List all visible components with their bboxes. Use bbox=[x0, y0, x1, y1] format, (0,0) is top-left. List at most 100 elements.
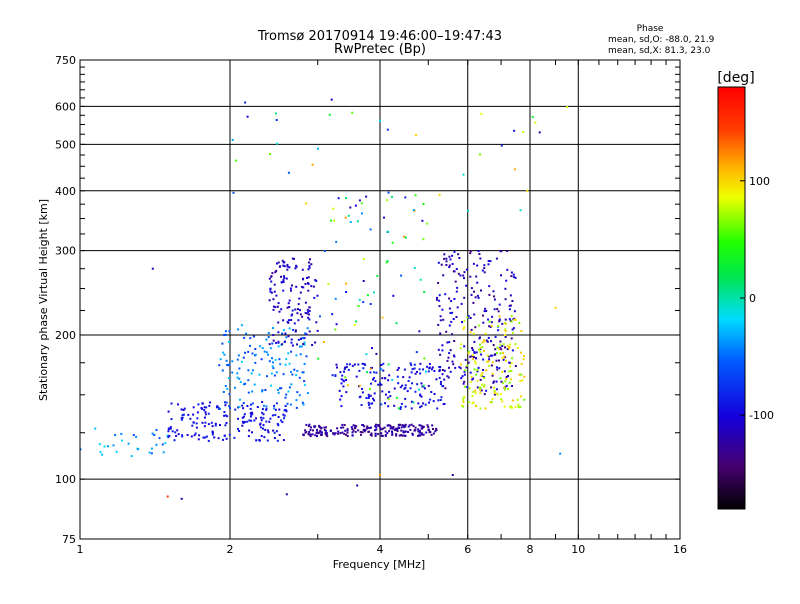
data-point bbox=[502, 382, 504, 385]
data-point bbox=[174, 431, 177, 434]
data-point bbox=[376, 274, 379, 277]
data-point bbox=[238, 430, 241, 432]
data-point bbox=[472, 301, 475, 304]
data-point bbox=[373, 392, 376, 395]
data-point bbox=[334, 375, 337, 377]
data-point bbox=[224, 414, 227, 417]
data-point bbox=[443, 369, 446, 372]
data-point bbox=[347, 368, 350, 371]
data-point bbox=[359, 431, 362, 433]
data-point bbox=[352, 424, 355, 427]
data-point bbox=[448, 307, 451, 310]
data-point bbox=[505, 378, 508, 381]
data-point bbox=[514, 276, 517, 279]
data-point bbox=[115, 450, 118, 453]
data-point bbox=[312, 429, 314, 432]
data-point bbox=[399, 386, 402, 389]
data-point bbox=[373, 371, 376, 374]
data-point bbox=[203, 409, 206, 411]
data-point bbox=[337, 430, 340, 433]
data-point bbox=[249, 415, 252, 418]
data-point bbox=[330, 219, 332, 222]
data-point bbox=[450, 320, 453, 323]
data-point bbox=[380, 368, 383, 371]
data-point bbox=[161, 443, 164, 446]
data-point bbox=[209, 401, 212, 404]
data-point bbox=[350, 426, 353, 429]
data-point bbox=[458, 257, 461, 259]
data-point bbox=[459, 347, 462, 350]
data-point bbox=[221, 342, 224, 345]
data-point bbox=[448, 264, 451, 267]
data-point bbox=[345, 433, 348, 436]
data-point bbox=[232, 191, 235, 194]
data-point bbox=[249, 407, 252, 410]
data-point bbox=[285, 410, 288, 413]
data-point bbox=[435, 429, 438, 431]
data-point bbox=[241, 424, 244, 427]
data-point bbox=[98, 443, 101, 446]
data-point bbox=[514, 405, 517, 408]
data-point bbox=[381, 377, 384, 380]
data-point bbox=[208, 404, 211, 407]
data-point bbox=[477, 250, 480, 252]
data-point bbox=[281, 343, 284, 346]
data-point bbox=[181, 414, 184, 417]
data-point bbox=[449, 312, 452, 314]
data-point bbox=[380, 432, 383, 435]
data-point bbox=[488, 320, 491, 323]
data-point bbox=[265, 407, 268, 410]
data-point bbox=[393, 387, 396, 390]
data-point bbox=[303, 343, 306, 346]
data-point bbox=[377, 383, 380, 386]
data-point bbox=[308, 266, 311, 269]
data-point bbox=[412, 209, 415, 212]
data-point bbox=[383, 216, 385, 219]
data-point bbox=[281, 259, 284, 262]
data-point bbox=[473, 368, 476, 371]
y-tick-label: 750 bbox=[55, 54, 76, 67]
data-point bbox=[292, 329, 295, 331]
data-point bbox=[413, 367, 416, 370]
data-point bbox=[204, 413, 207, 416]
data-point bbox=[222, 351, 225, 354]
data-point bbox=[334, 328, 337, 331]
data-point bbox=[150, 447, 153, 450]
data-point bbox=[438, 368, 441, 371]
data-point bbox=[467, 361, 470, 364]
data-point bbox=[439, 353, 442, 356]
data-point bbox=[243, 336, 246, 339]
data-point bbox=[158, 437, 161, 440]
data-point bbox=[286, 268, 289, 271]
data-point bbox=[356, 220, 359, 223]
data-point bbox=[308, 264, 311, 267]
data-point bbox=[223, 353, 226, 356]
data-point bbox=[390, 426, 393, 429]
data-point bbox=[167, 436, 170, 439]
data-point bbox=[300, 337, 302, 340]
data-point bbox=[462, 399, 465, 402]
data-point bbox=[363, 430, 366, 433]
data-point bbox=[453, 298, 456, 300]
data-point bbox=[284, 363, 287, 366]
data-point bbox=[425, 431, 428, 434]
data-point bbox=[451, 360, 454, 363]
data-point bbox=[273, 407, 276, 410]
data-point bbox=[261, 347, 264, 350]
data-point bbox=[481, 341, 484, 344]
data-point bbox=[361, 391, 364, 394]
data-point bbox=[153, 434, 156, 436]
data-point bbox=[344, 429, 347, 432]
data-point bbox=[286, 306, 289, 309]
data-point bbox=[483, 271, 486, 274]
data-point bbox=[287, 302, 290, 305]
data-point bbox=[282, 279, 285, 282]
data-point bbox=[363, 363, 366, 366]
data-point bbox=[254, 361, 257, 364]
data-point bbox=[296, 391, 299, 394]
data-point bbox=[323, 426, 326, 429]
data-point bbox=[277, 416, 280, 418]
phase-legend-title: Phase bbox=[637, 24, 664, 34]
data-point bbox=[504, 380, 507, 383]
data-point bbox=[523, 355, 525, 357]
